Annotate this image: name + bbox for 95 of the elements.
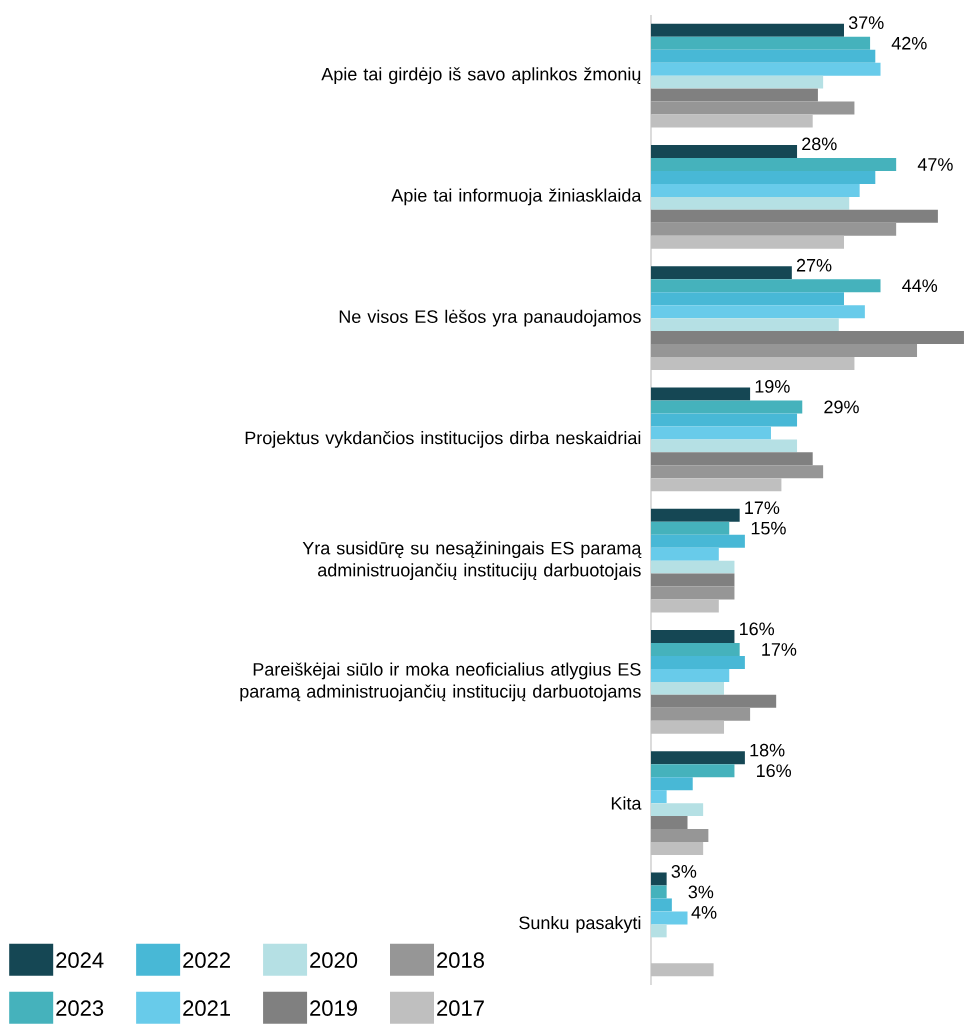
bar (650, 292, 844, 306)
legend-label: 2017 (437, 1000, 484, 1016)
bar (650, 963, 714, 977)
bar (650, 560, 735, 574)
bar (650, 764, 735, 778)
bar (650, 573, 735, 587)
bar (650, 196, 850, 210)
bar (650, 114, 813, 128)
y-tick-label: Apie tai informuoja žiniasklaida (391, 188, 642, 206)
bar (650, 75, 824, 89)
bar (650, 655, 745, 669)
y-tick-label: Apie tai girdėjo iš savo aplinkos žmonių (321, 67, 641, 85)
legend-label: 2024 (56, 952, 104, 968)
bar (650, 777, 693, 791)
bar (650, 629, 735, 643)
bar (650, 534, 745, 548)
bar (650, 318, 839, 332)
bar (650, 924, 667, 938)
legend-label: 2020 (310, 952, 358, 968)
bar (650, 400, 803, 414)
y-tick-label: Kita (611, 796, 642, 810)
bar (650, 803, 704, 817)
bar (650, 508, 740, 522)
bar (650, 279, 881, 293)
data-label: 28% (802, 137, 837, 151)
bar (650, 898, 672, 912)
legend-label: 2023 (56, 1000, 104, 1016)
bar (650, 911, 688, 925)
legend-label: 2019 (310, 1000, 357, 1016)
bar (650, 344, 918, 358)
bar (650, 266, 792, 280)
bar (650, 101, 855, 115)
bar (650, 872, 667, 886)
bar (650, 88, 818, 102)
y-tick-label: Sunku pasakyti (519, 915, 641, 933)
bar (650, 452, 813, 466)
bar (650, 465, 824, 479)
bar (650, 170, 876, 184)
bar (650, 790, 667, 804)
bar (650, 586, 735, 600)
bar (650, 816, 688, 830)
data-label: 16% (757, 764, 792, 778)
data-label: 3% (688, 885, 714, 899)
bar (650, 842, 704, 856)
data-label: 4% (691, 906, 717, 919)
bar (650, 885, 667, 899)
bar (650, 642, 740, 656)
bar (650, 751, 745, 765)
bar (650, 694, 777, 708)
data-label: 17% (762, 643, 797, 656)
data-label: 17% (745, 501, 780, 515)
bar (650, 305, 865, 319)
data-label: 3% (671, 865, 697, 878)
bar (650, 720, 725, 734)
bar (650, 439, 798, 453)
data-label: 19% (755, 380, 790, 393)
data-label: 15% (751, 521, 786, 535)
bar (650, 23, 844, 37)
bar (650, 707, 751, 721)
data-label: 16% (740, 622, 775, 636)
data-label: 29% (824, 400, 859, 414)
bar (650, 49, 876, 63)
bar (650, 387, 751, 401)
data-label: 44% (902, 279, 938, 292)
y-tick-label: Ne visos ES lėšos yra panaudojamos (339, 309, 641, 327)
y-tick-label: Projektus vykdančios institucijos dirba neskaidriai (245, 430, 641, 448)
bar (650, 222, 897, 236)
bar (650, 36, 871, 50)
data-label: 18% (750, 743, 785, 757)
bar (650, 829, 709, 843)
bar (650, 145, 798, 158)
bar (650, 547, 719, 561)
data-label: 47% (917, 158, 953, 171)
legend-label: 2022 (183, 952, 230, 968)
bar (650, 426, 771, 440)
y-tick-label: Yra susidūrę su nesąžiningais ES paramą administruojančių institucijų darbuotojais (302, 541, 642, 581)
bar (650, 157, 897, 171)
bar (650, 62, 881, 76)
y-tick-label: Pareiškėjai siūlo ir moka neoficialius atlygius ES paramą administruojančių institucijų darbuotojams (240, 662, 641, 702)
bar (650, 209, 938, 223)
legend-label: 2021 (183, 1000, 230, 1016)
bar (650, 235, 844, 249)
bar (650, 521, 730, 535)
data-label: 42% (891, 36, 927, 50)
bar (650, 183, 860, 197)
bar (650, 478, 782, 492)
bar (650, 599, 719, 613)
data-label: 27% (796, 258, 832, 272)
data-label: 37% (848, 16, 884, 30)
bar (650, 668, 730, 682)
bar (650, 413, 798, 427)
legend-label: 2018 (437, 952, 484, 968)
bar (650, 331, 964, 345)
bar (650, 357, 855, 371)
bar (650, 681, 725, 695)
